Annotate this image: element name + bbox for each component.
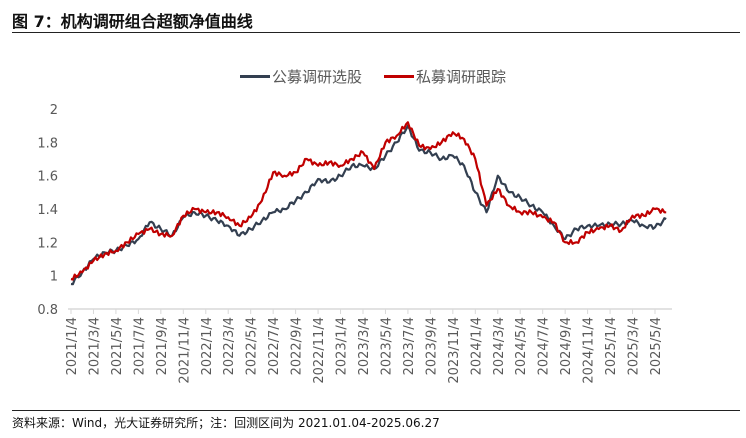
x-tick-label: 2022/1/4 <box>200 317 215 375</box>
x-tick-label: 2023/11/4 <box>447 317 462 384</box>
x-tick-label: 2021/1/4 <box>65 317 80 375</box>
x-tick-label: 2025/1/4 <box>604 317 619 375</box>
y-tick-label: 1.6 <box>37 170 58 185</box>
series-line-private <box>70 121 667 281</box>
legend-item-private: 私募调研跟踪 <box>384 66 506 87</box>
x-tick-label: 2024/9/4 <box>559 317 574 375</box>
legend-item-public: 公募调研选股 <box>239 66 362 87</box>
y-tick-label: 2 <box>50 103 58 118</box>
x-tick-label: 2023/5/4 <box>379 317 394 375</box>
x-tick-label: 2024/11/4 <box>582 317 597 384</box>
x-tick-label: 2025/5/4 <box>649 317 664 375</box>
x-tick-label: 2022/3/4 <box>222 317 237 375</box>
legend: 公募调研选股 私募调研跟踪 <box>0 66 746 87</box>
line-chart: 0.8 1 1.2 1.4 1.6 1.8 2 2021/1/4 2021/3/4 2021/5/… <box>37 103 672 384</box>
x-tick-label: 2025/3/4 <box>627 317 642 375</box>
x-tick-label: 2022/7/4 <box>267 317 282 375</box>
x-tick-label: 2023/1/4 <box>335 317 350 375</box>
legend-swatch-public <box>239 75 270 78</box>
title-rule <box>12 32 740 33</box>
x-tick-label: 2024/7/4 <box>537 317 552 375</box>
x-tick-label: 2022/11/4 <box>312 317 327 384</box>
legend-swatch-private <box>384 75 414 78</box>
x-tick-label: 2024/5/4 <box>514 317 529 375</box>
x-tick-label: 2024/1/4 <box>469 317 484 375</box>
x-tick-label: 2021/7/4 <box>132 317 147 375</box>
x-tick-label: 2022/5/4 <box>245 317 260 375</box>
y-tick-label: 1.2 <box>37 236 58 251</box>
figure-title: 图 7：机构调研组合超额净值曲线 <box>12 12 253 31</box>
x-tick-label: 2021/11/4 <box>177 317 192 384</box>
x-tick-label: 2021/9/4 <box>155 317 170 375</box>
x-tick-label: 2022/9/4 <box>290 317 305 375</box>
y-tick-label: 1.4 <box>37 203 58 218</box>
x-tick-label: 2023/3/4 <box>357 317 372 375</box>
x-tick-label: 2021/3/4 <box>87 317 102 375</box>
x-tick-label: 2023/7/4 <box>402 317 417 375</box>
y-tick-label: 1 <box>50 270 58 285</box>
y-tick-label: 1.8 <box>37 136 58 151</box>
series-line-public <box>70 124 667 286</box>
y-tick-label: 0.8 <box>37 303 58 318</box>
footer-rule <box>12 410 740 411</box>
x-tick-label: 2021/5/4 <box>110 317 125 375</box>
x-tick-label: 2023/9/4 <box>424 317 439 375</box>
x-tick-label: 2024/3/4 <box>492 317 507 375</box>
source-note: 资料来源：Wind，光大证券研究所；注：回测区间为 2021.01.04-202… <box>12 416 440 430</box>
legend-label-public: 公募调研选股 <box>271 68 362 86</box>
legend-label-private: 私募调研跟踪 <box>416 68 507 86</box>
